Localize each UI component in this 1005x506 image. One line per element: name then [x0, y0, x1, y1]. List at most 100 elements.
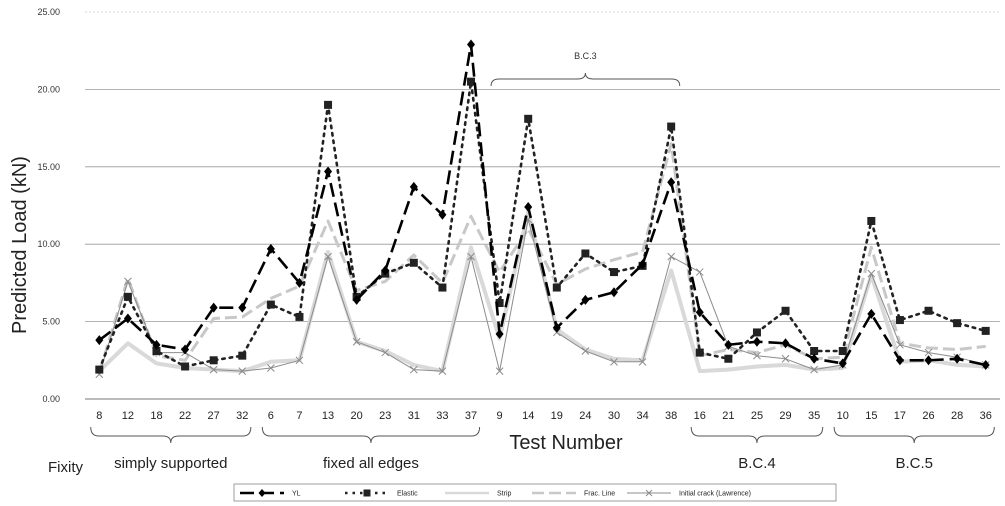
- data-point: [695, 268, 704, 276]
- x-tick-label: 14: [522, 410, 534, 422]
- group-brace: [490, 72, 681, 87]
- legend-label: Strip: [497, 491, 512, 498]
- x-tick-label: 9: [497, 410, 503, 422]
- x-tick-label: 30: [608, 410, 620, 422]
- group-label: B.C.4: [738, 455, 776, 472]
- series-initial-crack-lawrence: [95, 215, 990, 379]
- data-point: [895, 316, 904, 325]
- legend-label: Initial crack (Lawrence): [679, 491, 751, 498]
- group-brace: [90, 426, 252, 444]
- data-point: [638, 259, 647, 270]
- data-point: [238, 351, 247, 360]
- data-point: [409, 181, 418, 192]
- group-label: B.C.5: [895, 455, 933, 472]
- series-yl: [95, 39, 990, 370]
- x-tick-label: 20: [351, 410, 363, 422]
- data-point: [295, 277, 304, 288]
- x-tick-label: 35: [808, 410, 820, 422]
- group-simply-supported: simply supported: [90, 426, 252, 472]
- data-point: [695, 307, 704, 318]
- series-line: [98, 80, 987, 371]
- data-point: [524, 114, 533, 123]
- x-tick-label: 26: [922, 410, 934, 422]
- data-point: [896, 340, 904, 349]
- group-label: simply supported: [114, 455, 227, 472]
- data-point: [209, 302, 218, 313]
- series-line: [97, 142, 986, 374]
- data-point: [781, 338, 790, 349]
- group-b-c-4: B.C.4: [690, 426, 824, 472]
- legend-marker: [645, 489, 653, 497]
- legend-label: Elastic: [397, 491, 418, 498]
- x-tick-label: 19: [551, 410, 563, 422]
- x-tick-label: 37: [465, 410, 477, 422]
- x-tick-label: 32: [236, 410, 248, 422]
- y-tick-label: 5.00: [42, 317, 60, 327]
- x-tick-label: 24: [579, 410, 591, 422]
- data-point: [266, 300, 275, 309]
- data-point: [667, 122, 676, 131]
- group-label: B.C.3: [574, 51, 597, 61]
- legend: YL Elastic Strip Frac. Line Initial crack (L…: [233, 483, 837, 502]
- data-point: [609, 268, 618, 277]
- x-tick-label: 38: [665, 410, 677, 422]
- data-point: [610, 357, 618, 366]
- data-point: [209, 365, 218, 374]
- x-tick-label: 16: [694, 410, 706, 422]
- x-tick-label: 17: [894, 410, 906, 422]
- data-point: [581, 347, 590, 355]
- group-b-c-3: B.C.3: [490, 51, 681, 87]
- series-line: [97, 209, 986, 374]
- data-point: [724, 354, 733, 363]
- data-point: [724, 339, 733, 350]
- data-point: [438, 367, 447, 375]
- data-point: [467, 39, 476, 50]
- x-tick-label: 23: [379, 410, 391, 422]
- legend-item: Frac. Line: [532, 491, 615, 498]
- data-point: [123, 292, 132, 301]
- data-point: [552, 283, 561, 292]
- data-point: [981, 359, 990, 370]
- data-point: [924, 306, 933, 315]
- data-point: [409, 258, 418, 267]
- x-tick-label: 25: [751, 410, 763, 422]
- x-tick-label: 21: [722, 410, 734, 422]
- data-point: [924, 355, 933, 366]
- x-tick-label: 29: [779, 410, 791, 422]
- x-tick-label: 12: [122, 410, 134, 422]
- legend-item: Elastic: [345, 489, 418, 498]
- x-axis-title: Test Number: [509, 432, 623, 454]
- legend-marker: [258, 489, 266, 497]
- x-tick-label: 6: [268, 410, 274, 422]
- y-tick-label: 15.00: [37, 162, 60, 172]
- data-point: [781, 306, 790, 315]
- data-point: [352, 294, 361, 305]
- y-axis-ticks: 0.00 5.00 10.00 15.00 20.00 25.00: [37, 7, 60, 404]
- data-point: [667, 252, 676, 261]
- x-tick-label: 31: [408, 410, 420, 422]
- x-tick-label: 7: [296, 410, 302, 422]
- y-tick-label: 10.00: [37, 239, 60, 249]
- data-point: [867, 216, 876, 225]
- data-point: [266, 243, 275, 254]
- data-point: [810, 353, 819, 364]
- data-point: [838, 358, 847, 369]
- group-brace: [833, 426, 995, 444]
- legend-item: YL: [240, 489, 301, 498]
- group-brace: [690, 426, 824, 444]
- data-point: [524, 202, 533, 213]
- data-point: [152, 339, 161, 350]
- data-point: [810, 347, 819, 356]
- x-tick-label: 13: [322, 410, 334, 422]
- data-point: [953, 353, 962, 364]
- data-point: [438, 283, 447, 292]
- x-tick-label: 10: [837, 410, 849, 422]
- data-point: [981, 326, 990, 335]
- data-point: [181, 362, 190, 371]
- data-point: [381, 348, 390, 357]
- data-point: [95, 365, 104, 374]
- x-tick-label: 22: [179, 410, 191, 422]
- data-point: [495, 299, 504, 308]
- data-point: [581, 249, 590, 258]
- data-point: [352, 337, 361, 346]
